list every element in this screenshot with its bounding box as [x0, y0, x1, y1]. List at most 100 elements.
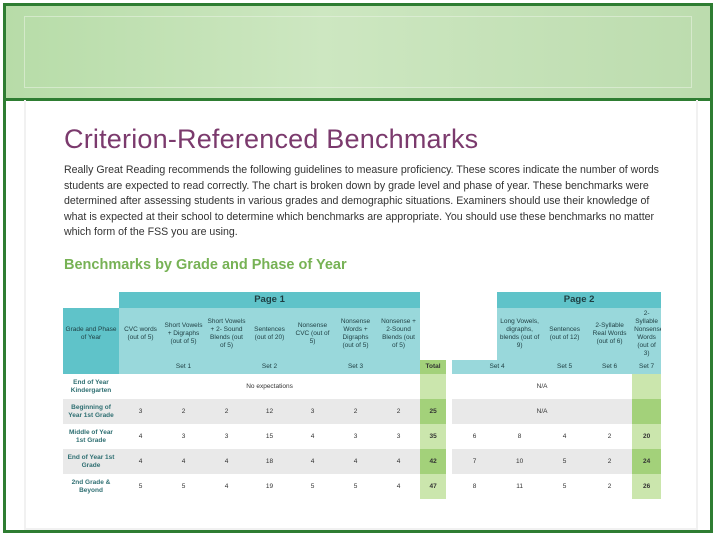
value-cell: 5 — [119, 474, 162, 499]
header-separator — [6, 98, 710, 101]
value-cell: 5 — [542, 474, 588, 499]
total-label: Total — [420, 360, 447, 374]
value-cell: 6 — [452, 424, 498, 449]
row-label: End of Year Kindergarten — [63, 374, 119, 399]
total-cell: 24 — [632, 449, 662, 474]
value-cell: 3 — [119, 399, 162, 424]
page2-header: Page 2 — [497, 292, 662, 308]
value-cell: 4 — [542, 424, 588, 449]
total-cell: 20 — [632, 424, 662, 449]
value-cell: 4 — [334, 449, 377, 474]
value-cell: 4 — [119, 424, 162, 449]
value-cell: 2 — [205, 399, 248, 424]
total-cell: 42 — [420, 449, 447, 474]
value-cell: 19 — [248, 474, 291, 499]
value-cell: 2 — [587, 424, 633, 449]
banner-inner — [24, 16, 692, 88]
column-header: 2-Syllable Nonsense Words (out of 3) — [632, 308, 662, 360]
blank-cell — [446, 360, 453, 374]
table-row: Middle of Year 1st Grade 4 3 3 15 4 3 3 … — [63, 424, 662, 449]
row-note: N/A — [452, 399, 633, 424]
row-header-cell: Grade and Phase of Year — [63, 308, 119, 360]
row-label: Middle of Year 1st Grade — [63, 424, 119, 449]
column-header: Nonsense + 2-Sound Blends (out of 5) — [377, 308, 421, 360]
column-header: Nonsense Words + Digraphs (out of 5) — [334, 308, 377, 360]
value-cell: 4 — [162, 449, 205, 474]
value-cell: 8 — [452, 474, 498, 499]
table-row: Beginning of Year 1st Grade 3 2 2 12 3 2… — [63, 399, 662, 424]
table-row: End of Year Kindergarten No expectations… — [63, 374, 662, 399]
blank-cell — [420, 308, 498, 360]
set-label: Set 1 — [119, 360, 248, 374]
value-cell: 5 — [334, 474, 377, 499]
table-row: End of Year 1st Grade 4 4 4 18 4 4 4 42 … — [63, 449, 662, 474]
set-label: Set 3 — [291, 360, 421, 374]
section-subtitle: Benchmarks by Grade and Phase of Year — [64, 257, 347, 273]
value-cell: 12 — [248, 399, 291, 424]
value-cell: 3 — [162, 424, 205, 449]
blank-cell — [63, 360, 119, 374]
row-label: 2nd Grade & Beyond — [63, 474, 119, 499]
value-cell: 2 — [334, 399, 377, 424]
total-cell — [632, 374, 662, 399]
table-sets-row: Set 1 Set 2 Set 3 Total Set 4 Set 5 Set … — [63, 360, 662, 374]
value-cell: 2 — [587, 449, 633, 474]
column-header: Long Vowels, digraphs, blends (out of 9) — [497, 308, 543, 360]
value-cell: 15 — [248, 424, 291, 449]
benchmarks-table: Page 1 Page 2 Grade and Phase of Year CV… — [63, 292, 662, 499]
value-cell: 8 — [497, 424, 543, 449]
column-header: Short Vowels + Digraphs (out of 5) — [162, 308, 205, 360]
value-cell: 10 — [497, 449, 543, 474]
value-cell: 7 — [452, 449, 498, 474]
value-cell: 5 — [291, 474, 334, 499]
value-cell: 2 — [377, 399, 421, 424]
value-cell: 4 — [291, 424, 334, 449]
total-cell: 35 — [420, 424, 447, 449]
set-label: Set 4 — [452, 360, 543, 374]
column-header: 2-Syllable Real Words (out of 6) — [587, 308, 633, 360]
value-cell: 18 — [248, 449, 291, 474]
blank-cell — [420, 292, 498, 308]
table-header-row: Grade and Phase of Year CVC words (out o… — [63, 308, 662, 360]
column-header: CVC words (out of 5) — [119, 308, 162, 360]
value-cell: 3 — [291, 399, 334, 424]
value-cell: 3 — [205, 424, 248, 449]
header-banner — [6, 6, 710, 98]
value-cell: 3 — [334, 424, 377, 449]
value-cell: 4 — [205, 474, 248, 499]
blank-cell — [446, 399, 453, 424]
row-note: N/A — [452, 374, 633, 399]
blank-cell — [446, 424, 453, 449]
set-label: Set 6 — [587, 360, 633, 374]
intro-paragraph: Really Great Reading recommends the foll… — [64, 164, 659, 238]
value-cell: 4 — [119, 449, 162, 474]
row-label: Beginning of Year 1st Grade — [63, 399, 119, 424]
value-cell: 4 — [205, 449, 248, 474]
value-cell: 4 — [291, 449, 334, 474]
value-cell: 5 — [542, 449, 588, 474]
set-label: Set 7 — [632, 360, 662, 374]
column-header: Nonsense CVC (out of 5) — [291, 308, 334, 360]
value-cell: 4 — [377, 474, 421, 499]
blank-cell — [446, 474, 453, 499]
set-label: Set 2 — [248, 360, 291, 374]
table-page-row: Page 1 Page 2 — [63, 292, 662, 308]
row-label: End of Year 1st Grade — [63, 449, 119, 474]
page1-header: Page 1 — [119, 292, 421, 308]
value-cell: 11 — [497, 474, 543, 499]
blank-cell — [63, 292, 119, 308]
value-cell: 5 — [162, 474, 205, 499]
total-cell — [632, 399, 662, 424]
total-cell — [420, 374, 447, 399]
row-note: No expectations — [119, 374, 421, 399]
set-label: Set 5 — [542, 360, 588, 374]
value-cell: 2 — [162, 399, 205, 424]
table-row: 2nd Grade & Beyond 5 5 4 19 5 5 4 47 8 1… — [63, 474, 662, 499]
total-cell: 25 — [420, 399, 447, 424]
value-cell: 4 — [377, 449, 421, 474]
value-cell: 3 — [377, 424, 421, 449]
column-header: Sentences (out of 20) — [248, 308, 291, 360]
total-cell: 26 — [632, 474, 662, 499]
blank-cell — [446, 374, 453, 399]
total-cell: 47 — [420, 474, 447, 499]
